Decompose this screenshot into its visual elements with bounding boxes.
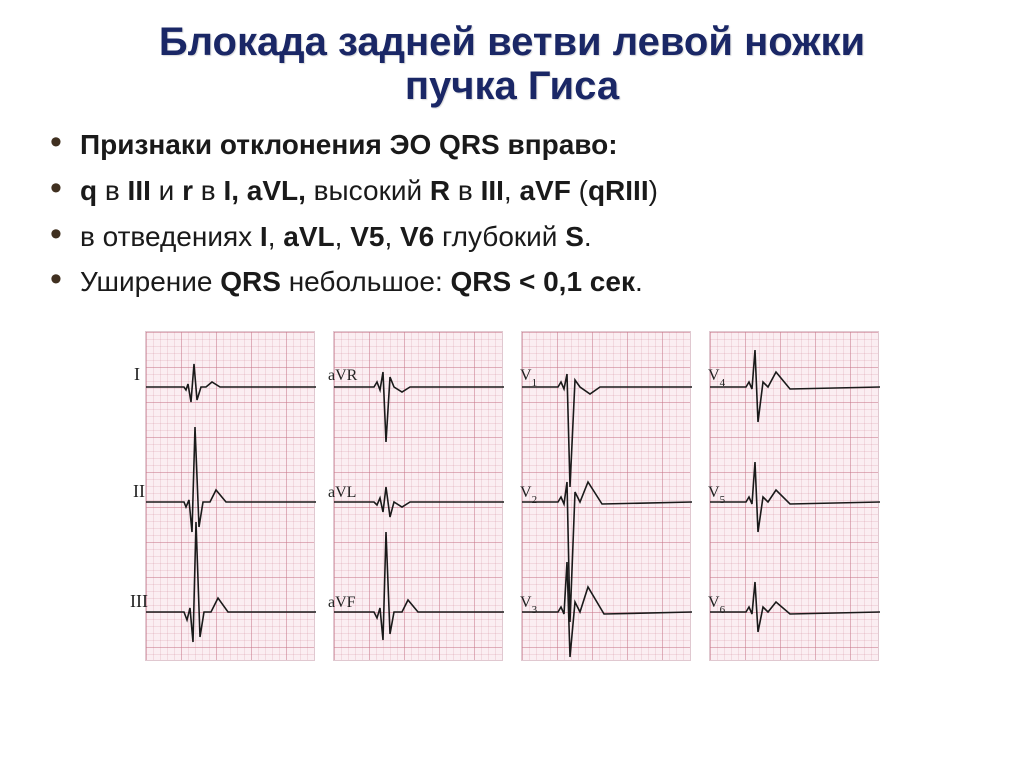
title-line-1: Блокада задней ветви левой ножки (159, 20, 865, 64)
bullet-item: Уширение QRS небольшое: QRS < 0,1 сек. (50, 263, 984, 301)
ecg-trace (146, 364, 316, 402)
ecg-strip: V1V2V3 (521, 331, 691, 661)
ecg-trace (334, 487, 504, 517)
bullet-item: в отведениях I, aVL, V5, V6 глубокий S. (50, 218, 984, 256)
lead-label: III (130, 591, 148, 611)
lead-label: I (134, 364, 140, 384)
bullet-item: Признаки отклонения ЭО QRS вправо: (50, 126, 984, 164)
slide-title: Блокада задней ветви левой ножки пучка Г… (40, 20, 984, 108)
title-line-2: пучка Гиса (405, 64, 619, 108)
ecg-trace (522, 374, 692, 487)
ecg-trace (710, 462, 880, 532)
ecg-svg: aVRaVLaVF (334, 332, 504, 662)
ecg-trace (710, 350, 880, 422)
ecg-trace (522, 562, 692, 657)
lead-label: aVL (328, 484, 356, 501)
lead-label: V1 (520, 367, 537, 389)
ecg-trace (334, 532, 504, 640)
ecg-row: IIIIIIaVRaVLaVFV1V2V3V4V5V6 (40, 331, 984, 661)
ecg-trace (522, 482, 692, 622)
ecg-svg: V4V5V6 (710, 332, 880, 662)
ecg-svg: IIIIII (146, 332, 316, 662)
lead-label: V4 (708, 367, 726, 389)
ecg-strip: V4V5V6 (709, 331, 879, 661)
bullet-item: q в III и r в I, aVL, высокий R в III, a… (50, 172, 984, 210)
ecg-strip: aVRaVLaVF (333, 331, 503, 661)
ecg-trace (710, 582, 880, 632)
lead-label: II (133, 481, 145, 501)
lead-label: aVR (328, 367, 358, 384)
ecg-trace (146, 522, 316, 642)
ecg-svg: V1V2V3 (522, 332, 692, 662)
ecg-strip: IIIIII (145, 331, 315, 661)
ecg-trace (146, 427, 316, 532)
ecg-trace (334, 372, 504, 442)
lead-label: aVF (328, 594, 356, 611)
bullet-list: Признаки отклонения ЭО QRS вправо: q в II… (40, 126, 984, 301)
